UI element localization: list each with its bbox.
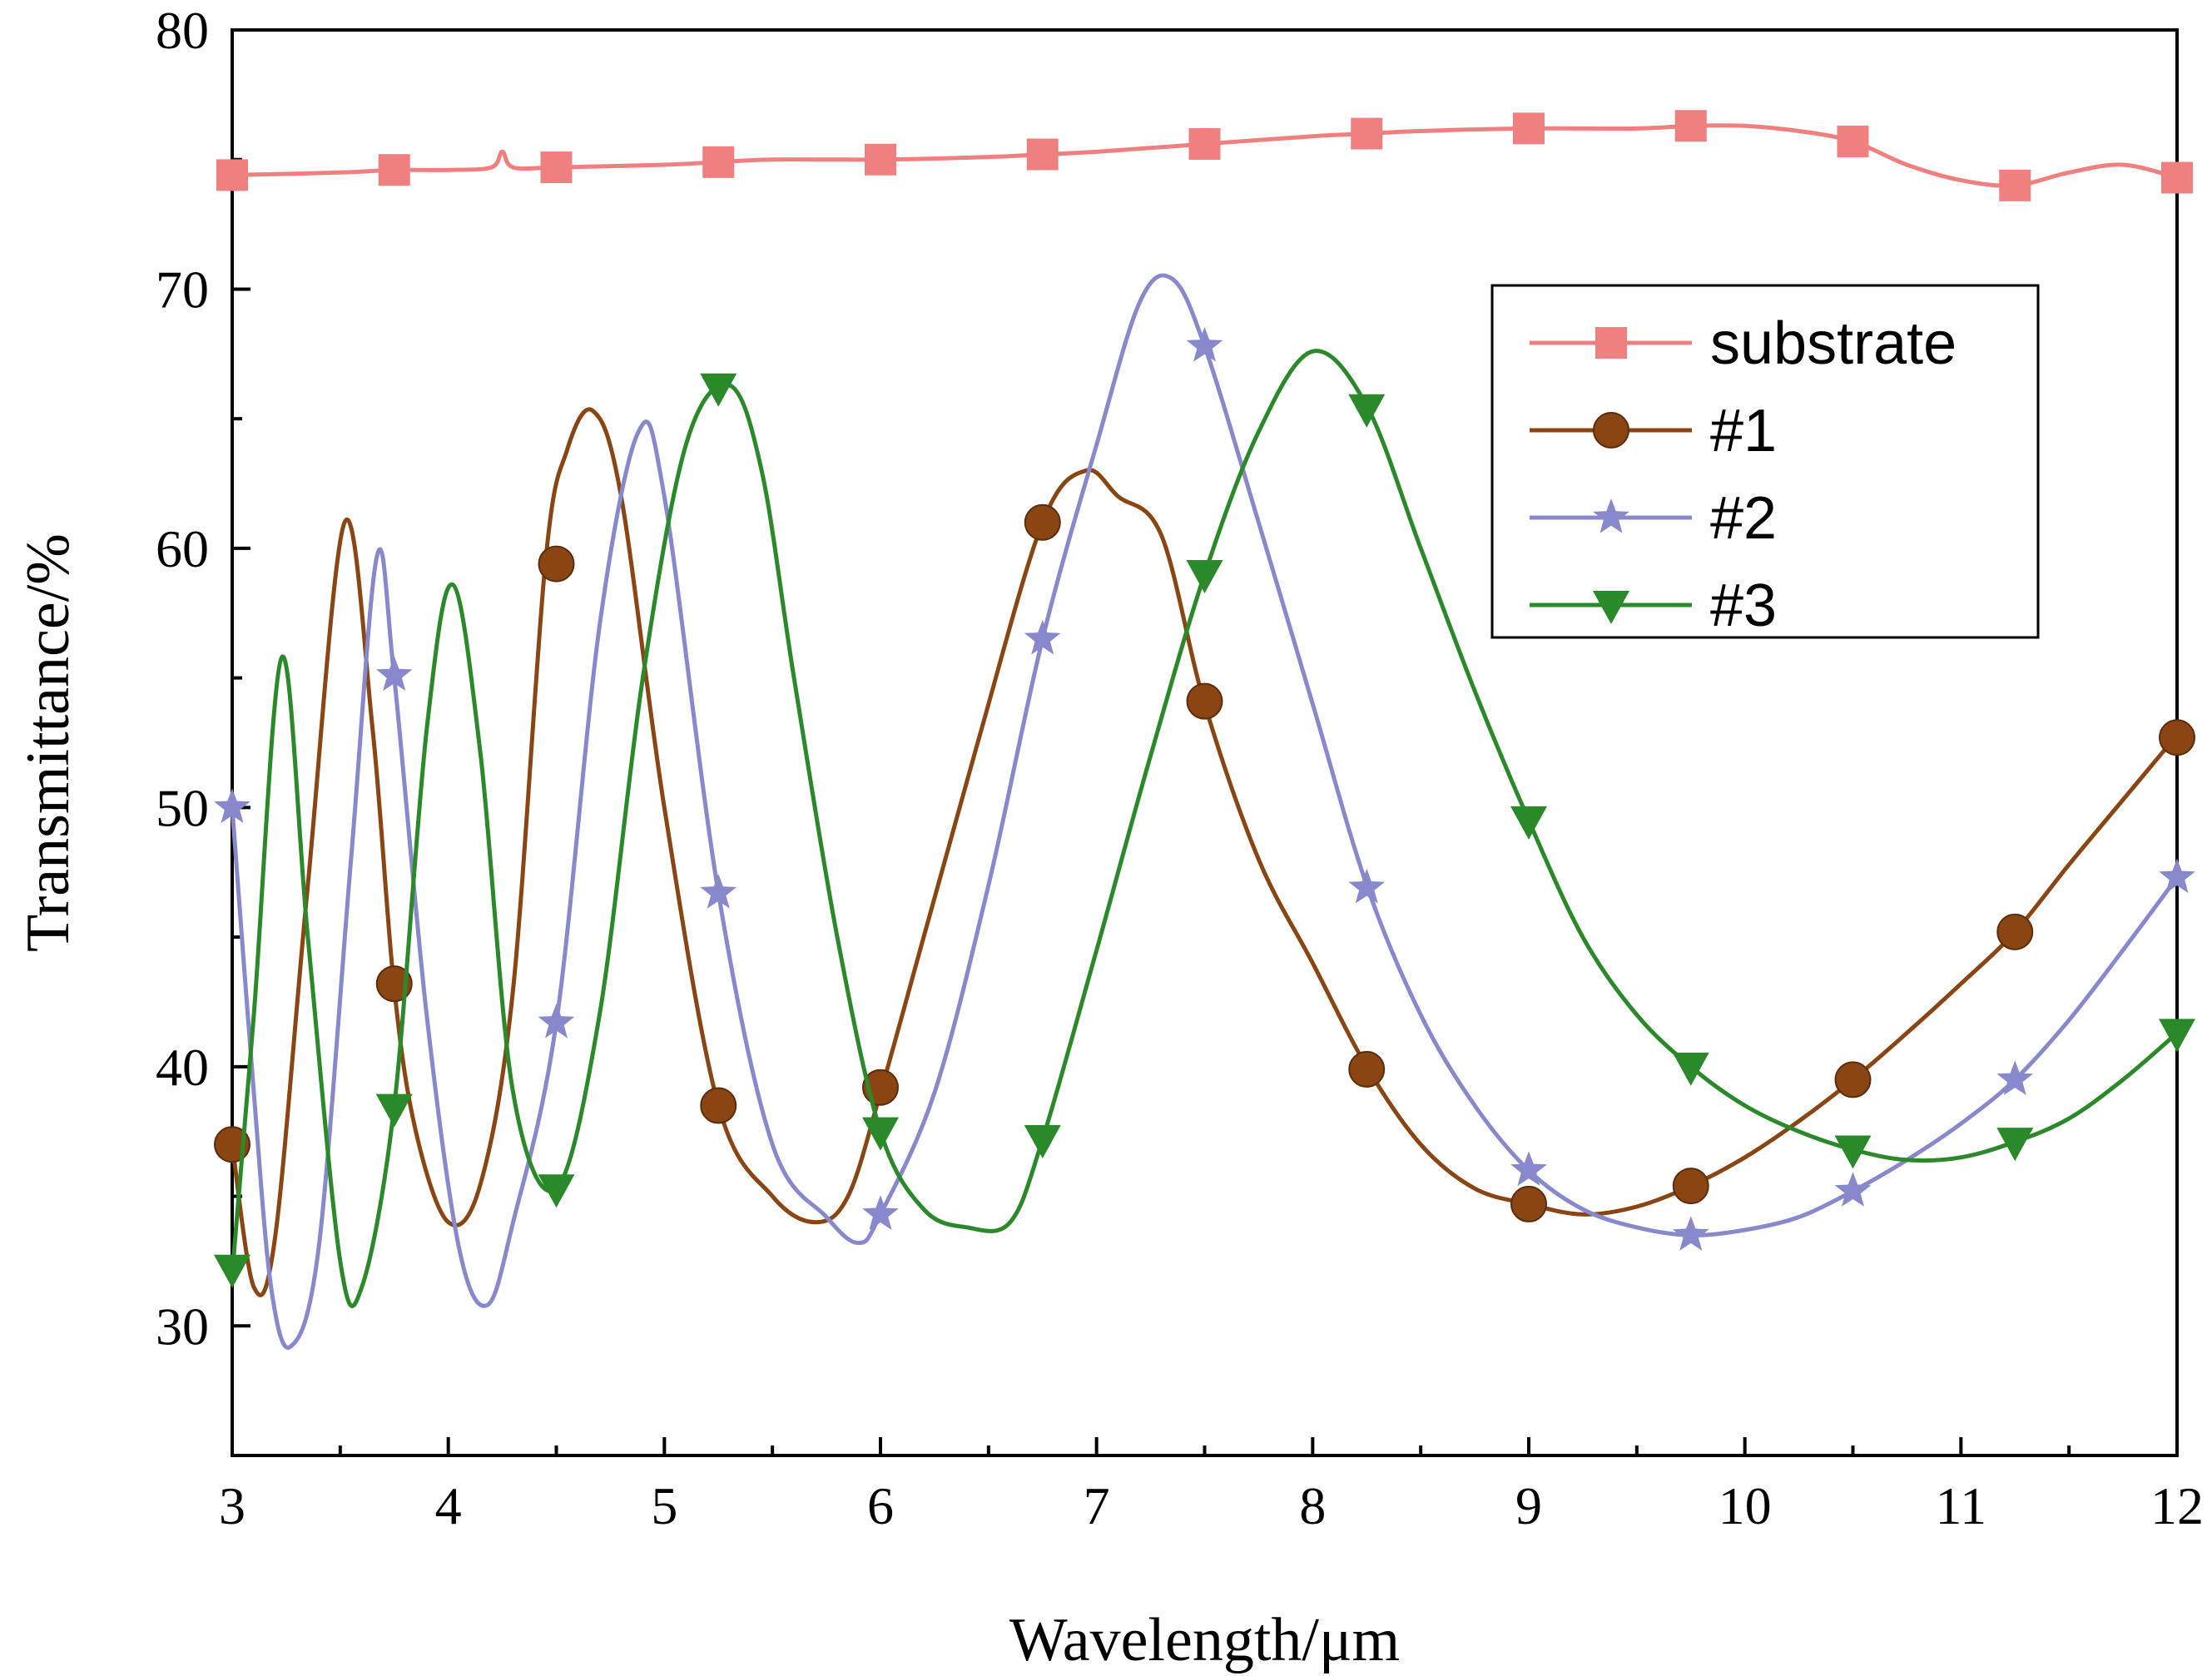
data-point xyxy=(538,1174,575,1208)
y-axis-title: Transmittance/% xyxy=(14,533,82,952)
legend-marker xyxy=(1593,591,1629,624)
data-point xyxy=(700,874,737,909)
y-tick-label: 70 xyxy=(156,260,209,319)
data-point xyxy=(1674,110,1707,142)
plot-frame xyxy=(231,28,2179,1457)
data-point xyxy=(1996,1060,2034,1095)
data-point xyxy=(540,151,573,184)
data-point xyxy=(1188,128,1221,161)
data-point xyxy=(375,656,413,692)
data-point xyxy=(1348,1050,1386,1088)
data-point xyxy=(216,159,248,191)
series-line xyxy=(230,349,2179,1308)
data-point xyxy=(1999,169,2031,201)
data-point xyxy=(1672,1168,1709,1205)
y-tick-label: 50 xyxy=(156,778,209,837)
data-point xyxy=(1672,1216,1709,1251)
data-point xyxy=(1510,1151,1547,1186)
data-point xyxy=(1510,1185,1547,1222)
data-point xyxy=(538,1003,575,1039)
data-point xyxy=(1186,560,1223,594)
x-tick-label: 9 xyxy=(1515,1476,1542,1535)
data-point xyxy=(2159,719,2195,756)
data-point xyxy=(702,146,735,178)
data-point xyxy=(1024,503,1061,541)
series-layer xyxy=(214,110,2195,1350)
x-tick-label: 8 xyxy=(1299,1476,1326,1535)
legend: substrate #1 #2 #3 xyxy=(1490,284,2040,639)
data-point xyxy=(378,154,410,186)
series-3 xyxy=(214,273,2195,1350)
data-point xyxy=(1513,112,1545,145)
x-tick-label: 4 xyxy=(435,1476,462,1535)
y-tick-label: 80 xyxy=(156,1,209,60)
data-point xyxy=(1024,619,1061,655)
y-tick-label: 40 xyxy=(156,1038,209,1097)
data-point xyxy=(214,1254,250,1288)
data-point xyxy=(1026,138,1059,171)
x-tick-label: 11 xyxy=(1936,1476,1987,1535)
data-point xyxy=(1024,1125,1061,1159)
data-point xyxy=(1996,1128,2034,1162)
legend-marker xyxy=(1595,327,1627,359)
data-point xyxy=(1348,394,1386,428)
x-tick-label: 3 xyxy=(219,1476,246,1535)
data-point xyxy=(700,1087,737,1124)
data-point xyxy=(1186,682,1223,720)
x-tick-label: 7 xyxy=(1084,1476,1110,1535)
data-point xyxy=(865,143,896,176)
data-point xyxy=(700,373,737,407)
data-point xyxy=(862,1195,899,1230)
data-point xyxy=(1834,1061,1872,1098)
series-1 xyxy=(216,110,2193,201)
series-4 xyxy=(214,349,2195,1308)
legend-label: #2 xyxy=(1710,485,1777,552)
data-point xyxy=(1834,1135,1872,1169)
data-point xyxy=(1186,327,1223,362)
y-tick-label: 30 xyxy=(156,1297,209,1356)
data-point xyxy=(2161,161,2193,194)
legend-marker xyxy=(1593,498,1629,533)
series-2 xyxy=(214,407,2195,1297)
legend-label: #1 xyxy=(1710,398,1777,464)
x-axis-title: Wavelength/μm xyxy=(1009,1606,1400,1674)
data-point xyxy=(862,1117,899,1151)
data-point xyxy=(375,1093,413,1128)
data-point xyxy=(538,545,575,583)
data-point xyxy=(214,788,250,823)
data-point xyxy=(1510,806,1547,840)
data-point xyxy=(1834,1172,1872,1207)
y-tick-label: 60 xyxy=(156,519,209,578)
x-tick-label: 12 xyxy=(2150,1476,2204,1535)
data-point xyxy=(1348,868,1386,904)
legend-label: substrate xyxy=(1710,310,1957,377)
x-tick-label: 6 xyxy=(867,1476,894,1535)
x-tick-label: 10 xyxy=(1719,1476,1772,1535)
legend-marker xyxy=(1593,412,1629,449)
data-point xyxy=(1837,125,1869,157)
axes-layer: 3 4 5 6 7 8 9 10 11 12 30 40 50 60 70 80 xyxy=(156,1,2204,1535)
data-point xyxy=(1672,1052,1709,1086)
legend-label: #3 xyxy=(1710,573,1777,639)
data-point xyxy=(2159,858,2195,894)
data-point xyxy=(2159,1019,2195,1053)
data-point xyxy=(1351,117,1383,150)
data-point xyxy=(1996,913,2034,950)
x-tick-label: 5 xyxy=(651,1476,677,1535)
